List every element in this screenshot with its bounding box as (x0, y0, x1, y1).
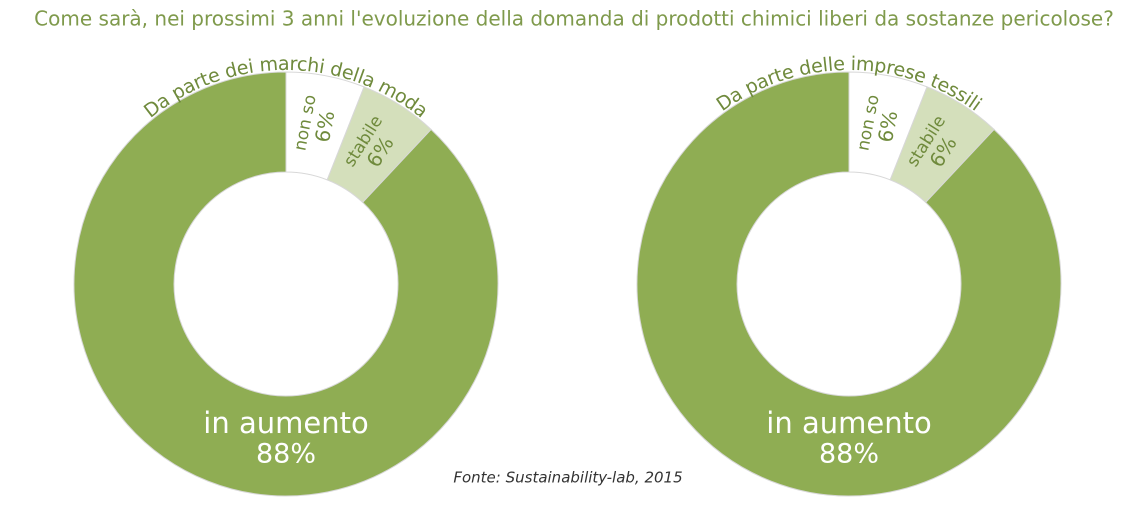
value-label: 6% (873, 109, 903, 145)
value-label: 6% (310, 109, 340, 145)
value-label: 88% (256, 439, 316, 470)
source: Fonte: Sustainability-lab, 2015 (453, 469, 682, 487)
chart-title: Come sarà, nei prossimi 3 anni l'evoluzi… (34, 7, 1114, 31)
donut-slice (73, 71, 499, 497)
slice-label: in aumento (203, 406, 368, 440)
slice-label: in aumento (766, 406, 931, 440)
value-label: 88% (819, 439, 879, 470)
donut-slice (636, 71, 1062, 497)
